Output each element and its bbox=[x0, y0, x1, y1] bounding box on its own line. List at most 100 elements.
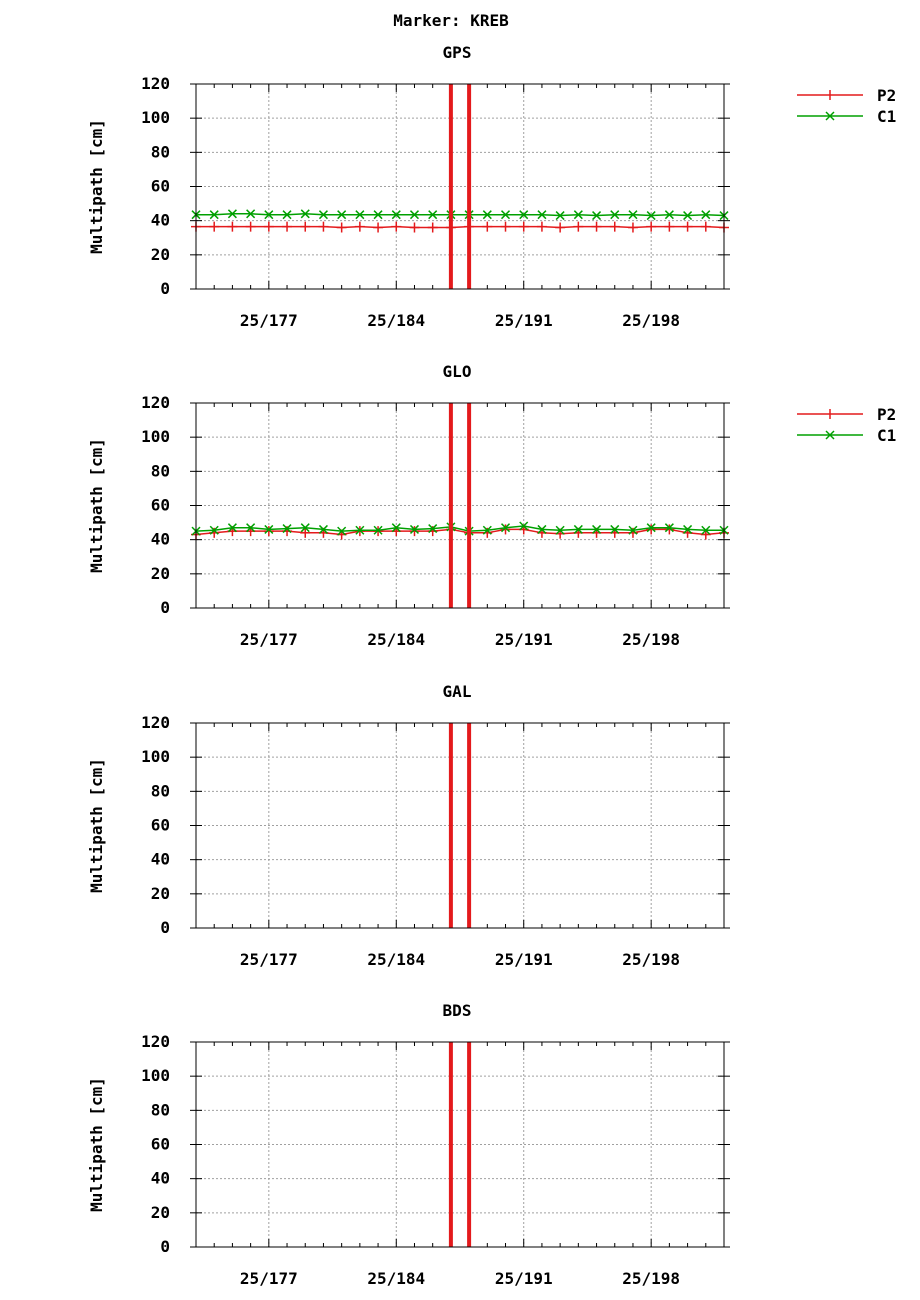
x-marker-b bbox=[482, 525, 492, 535]
panel-title: GAL bbox=[443, 682, 472, 701]
data-point-p2 bbox=[409, 222, 420, 233]
data-point-c1 bbox=[573, 524, 583, 534]
series-c1 bbox=[191, 521, 729, 536]
data-point-c1 bbox=[373, 210, 383, 220]
data-point-p2 bbox=[536, 221, 547, 232]
x-marker-b bbox=[573, 524, 583, 534]
data-point-p2 bbox=[227, 221, 238, 232]
chart-panel-glo: GLO 0 20 40 60 80 100 120 25/177 25/184 25/191 25/1… bbox=[87, 362, 896, 649]
data-point-c1 bbox=[646, 523, 656, 533]
x-marker-b bbox=[592, 211, 602, 221]
x-marker-b bbox=[537, 210, 547, 220]
data-point-c1 bbox=[355, 525, 365, 535]
data-point-c1 bbox=[519, 210, 529, 220]
chart-panel-gps: GPS 0 20 40 60 80 100 120 25/177 25/184 25/191 25/1… bbox=[87, 43, 896, 330]
data-point-p2 bbox=[500, 221, 511, 232]
data-point-c1 bbox=[264, 524, 274, 534]
x-marker-b bbox=[282, 210, 292, 220]
x-marker-b bbox=[409, 524, 420, 534]
data-point-p2 bbox=[664, 524, 675, 535]
data-point-p2 bbox=[209, 221, 220, 232]
data-point-p2 bbox=[409, 526, 420, 537]
data-point-p2 bbox=[354, 221, 365, 232]
x-marker-b bbox=[337, 210, 347, 220]
data-point-p2 bbox=[500, 524, 511, 535]
data-point-c1 bbox=[683, 211, 693, 221]
y-tick-label: 100 bbox=[141, 1066, 170, 1085]
data-point-c1 bbox=[555, 525, 565, 535]
data-point-c1 bbox=[519, 521, 529, 531]
x-marker-b bbox=[610, 210, 620, 220]
plot-frame bbox=[195, 83, 725, 290]
y-tick-label: 20 bbox=[151, 245, 170, 264]
data-point-c1 bbox=[428, 524, 438, 534]
x-marker-b bbox=[428, 210, 438, 220]
data-point-p2 bbox=[700, 221, 711, 232]
data-point-c1 bbox=[246, 209, 256, 219]
x-marker-b bbox=[428, 524, 438, 534]
data-point-p2 bbox=[664, 221, 675, 232]
data-point-c1 bbox=[355, 210, 365, 220]
y-tick-label: 100 bbox=[141, 108, 170, 127]
x-marker-b bbox=[592, 524, 602, 534]
data-point-c1 bbox=[227, 209, 237, 219]
x-marker-b bbox=[701, 525, 711, 535]
data-point-p2 bbox=[591, 221, 602, 232]
x-marker-b bbox=[555, 211, 565, 221]
x-marker-b bbox=[537, 524, 547, 534]
y-tick-label: 80 bbox=[151, 142, 170, 161]
data-point-c1 bbox=[482, 525, 492, 535]
data-point-p2 bbox=[373, 222, 384, 233]
data-point-c1 bbox=[300, 209, 310, 219]
data-point-c1 bbox=[227, 523, 237, 533]
data-point-p2 bbox=[427, 222, 438, 233]
x-marker-b bbox=[500, 210, 511, 220]
data-point-c1 bbox=[282, 524, 292, 534]
data-point-c1 bbox=[391, 523, 401, 533]
data-point-p2 bbox=[627, 222, 638, 233]
data-point-c1 bbox=[264, 210, 274, 220]
y-tick-label: 100 bbox=[141, 747, 170, 766]
data-point-c1 bbox=[373, 525, 383, 535]
data-point-c1 bbox=[664, 523, 674, 533]
data-point-c1 bbox=[209, 210, 219, 220]
x-marker-b bbox=[683, 211, 693, 221]
legend-x-marker-b bbox=[825, 430, 835, 440]
series-line-p2 bbox=[196, 225, 725, 229]
y-tick-label: 0 bbox=[160, 598, 170, 617]
data-point-c1 bbox=[282, 210, 292, 220]
y-axis-label: Multipath [cm] bbox=[87, 1077, 106, 1212]
data-point-p2 bbox=[646, 524, 657, 535]
chart-panel-gal: GAL 0 20 40 60 80 100 120 25/177 25/184 25/191 25/1… bbox=[87, 682, 730, 969]
y-tick-label: 80 bbox=[151, 461, 170, 480]
x-marker-b bbox=[482, 210, 492, 220]
y-tick-label: 60 bbox=[151, 496, 170, 515]
data-point-c1 bbox=[573, 210, 583, 220]
x-marker-b bbox=[519, 210, 529, 220]
x-marker-b bbox=[646, 523, 656, 533]
data-point-c1 bbox=[610, 524, 620, 534]
x-tick-label: 25/184 bbox=[367, 630, 425, 649]
plot-frame bbox=[195, 402, 725, 609]
y-tick-label: 40 bbox=[151, 211, 170, 230]
x-marker-b bbox=[355, 525, 365, 535]
series-line-p2 bbox=[195, 528, 725, 536]
data-point-c1 bbox=[209, 525, 219, 535]
x-marker-b bbox=[610, 524, 620, 534]
y-axis-label: Multipath [cm] bbox=[87, 758, 106, 893]
data-point-c1 bbox=[500, 523, 511, 533]
x-marker-b bbox=[337, 526, 347, 536]
x-marker-b bbox=[664, 523, 674, 533]
x-marker-b bbox=[409, 210, 420, 220]
y-tick-label: 60 bbox=[151, 1135, 170, 1154]
data-point-p2 bbox=[646, 221, 657, 232]
data-point-c1 bbox=[664, 210, 674, 220]
y-tick-label: 0 bbox=[160, 279, 170, 298]
x-marker-b bbox=[573, 210, 583, 220]
plot-frame bbox=[195, 722, 725, 929]
figure-title: Marker: KREB bbox=[393, 11, 509, 30]
x-tick-label: 25/198 bbox=[622, 630, 680, 649]
data-point-c1 bbox=[610, 210, 620, 220]
data-point-c1 bbox=[391, 210, 401, 220]
